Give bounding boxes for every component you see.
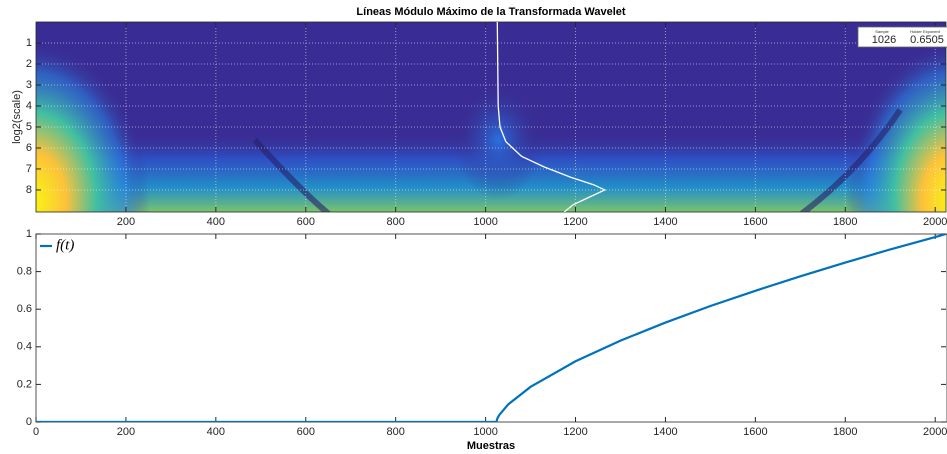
x-tick-label: 1800 [833, 426, 857, 438]
x-tick-label: 1400 [653, 216, 677, 228]
y-tick-label: 0 [26, 416, 32, 428]
x-tick-label: 200 [117, 426, 135, 438]
plot-area [36, 234, 947, 422]
x-tick-label: 1000 [473, 216, 497, 228]
x-tick-label: 2000 [923, 216, 947, 228]
x-tick-label: 2000 [923, 426, 947, 438]
y-axis-label: log2(scale) [11, 90, 23, 144]
datatip-label: Holder Exponent [910, 29, 941, 34]
y-tick-label: 3 [26, 79, 32, 91]
plot-area [496, 22, 607, 212]
x-tick-label: 400 [207, 426, 225, 438]
y-tick-label: 4 [26, 100, 32, 112]
x-tick-label: 1200 [563, 426, 587, 438]
x-tick-label: 800 [387, 426, 405, 438]
y-tick-label: 1 [26, 228, 32, 240]
data-line [496, 22, 607, 212]
y-tick-label: 0.8 [17, 266, 32, 278]
x-tick-label: 600 [297, 216, 315, 228]
y-tick-label: 1 [26, 37, 32, 49]
scalogram-image [36, 22, 946, 212]
x-tick-label: 1400 [653, 426, 677, 438]
datatip-label: Sample [875, 29, 889, 34]
datatip-value: 0.6505 [910, 34, 944, 46]
x-tick-label: 200 [117, 216, 135, 228]
x-tick-label: 0 [33, 426, 39, 438]
axes-box [35, 233, 947, 423]
x-tick-label: 1200 [563, 216, 587, 228]
data-line [36, 234, 947, 422]
x-tick-label: 1000 [473, 426, 497, 438]
y-tick-label: 2 [26, 58, 32, 70]
y-tick-label: 8 [26, 184, 32, 196]
axes-box [35, 21, 947, 213]
y-tick-label: 0.6 [17, 303, 32, 315]
x-tick-label: 800 [387, 216, 405, 228]
y-tick-label: 0.2 [17, 378, 32, 390]
x-tick-label: 1800 [833, 216, 857, 228]
datatip-box [857, 26, 947, 48]
datatip[interactable]: Sample Holder Exponent 1026 0.6505 [857, 26, 947, 48]
y-tick-label: 6 [26, 142, 32, 154]
datatip-value: 1026 [872, 34, 896, 46]
x-axis-label: Muestras [467, 440, 515, 452]
y-tick-label: 0.4 [17, 341, 32, 353]
x-tick-label: 400 [207, 216, 225, 228]
x-tick-label: 1600 [743, 216, 767, 228]
x-tick-label: 1600 [743, 426, 767, 438]
legend-entry: f(t) [56, 237, 74, 253]
x-tick-label: 600 [297, 426, 315, 438]
y-tick-label: 7 [26, 163, 32, 175]
y-tick-label: 5 [26, 121, 32, 133]
chart-title: Líneas Módulo Máximo de la Transformada … [356, 6, 625, 18]
